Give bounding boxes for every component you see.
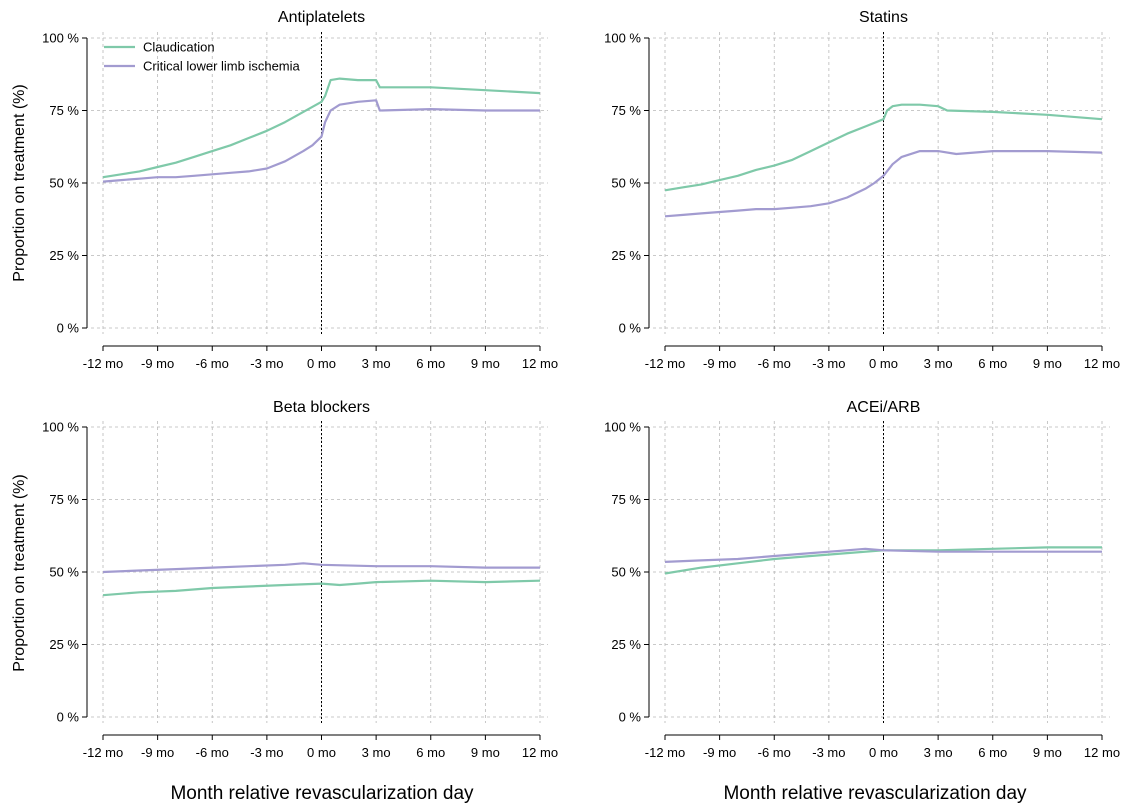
y-axis-title-bottom: Proportion on treatment (%) xyxy=(11,474,28,671)
x-tick-label: 3 mo xyxy=(924,356,953,371)
x-tick-label: 6 mo xyxy=(978,356,1007,371)
y-tick-label: 100 % xyxy=(42,31,79,46)
x-tick-label: 9 mo xyxy=(471,356,500,371)
x-tick-label: 3 mo xyxy=(924,745,953,760)
y-tick-label: 0 % xyxy=(619,321,642,336)
x-tick-label: 12 mo xyxy=(522,745,558,760)
legend-label: Claudication xyxy=(143,40,215,55)
x-tick-label: -12 mo xyxy=(645,356,685,371)
x-tick-label: -6 mo xyxy=(196,356,229,371)
x-tick-label: -6 mo xyxy=(196,745,229,760)
chart-title: Statins xyxy=(859,9,908,26)
y-tick-label: 0 % xyxy=(619,710,642,725)
chart-panel: 0 % 25 % 50 % 75 % 100 % -12 mo -9 mo -6 mo -3 m… xyxy=(604,9,1120,371)
y-tick-label: 25 % xyxy=(611,637,641,652)
series-line xyxy=(664,150,1103,218)
y-tick-label: 100 % xyxy=(604,31,641,46)
y-tick-label: 75 % xyxy=(611,492,641,507)
chart-panel: 0 % 25 % 50 % 75 % 100 % -12 mo -9 mo -6 mo -3 m… xyxy=(42,9,558,371)
x-tick-label: -12 mo xyxy=(83,745,123,760)
x-tick-label: 9 mo xyxy=(471,745,500,760)
y-tick-label: 0 % xyxy=(57,710,80,725)
x-tick-label: -9 mo xyxy=(703,356,736,371)
x-tick-label: -3 mo xyxy=(250,745,283,760)
x-tick-label: 12 mo xyxy=(1084,356,1120,371)
chart-title: Beta blockers xyxy=(273,399,370,416)
x-tick-label: 3 mo xyxy=(362,356,391,371)
series-line xyxy=(102,562,540,574)
x-tick-label: -12 mo xyxy=(83,356,123,371)
x-tick-label: -3 mo xyxy=(812,356,845,371)
y-tick-label: 75 % xyxy=(611,103,641,118)
x-tick-label: -12 mo xyxy=(645,745,685,760)
series-line xyxy=(664,103,1103,192)
x-tick-label: -9 mo xyxy=(703,745,736,760)
x-tick-label: 6 mo xyxy=(978,745,1007,760)
legend: Claudication Critical lower limb ischemia xyxy=(104,40,301,74)
series-line xyxy=(102,579,541,597)
y-tick-label: 50 % xyxy=(611,565,641,580)
x-axis-title-right: Month relative revascularization day xyxy=(723,783,1027,804)
series-line xyxy=(664,547,1102,563)
x-tick-label: 0 mo xyxy=(307,745,336,760)
y-tick-label: 100 % xyxy=(604,420,641,435)
x-tick-label: -3 mo xyxy=(250,356,283,371)
x-tick-label: -6 mo xyxy=(758,356,791,371)
series-line xyxy=(102,77,541,179)
y-tick-label: 25 % xyxy=(611,248,641,263)
y-tick-label: 50 % xyxy=(611,176,641,191)
chart-panel: 0 % 25 % 50 % 75 % 100 % -12 mo -9 mo -6 mo -3 m… xyxy=(42,399,558,760)
x-tick-label: -3 mo xyxy=(812,745,845,760)
x-tick-label: 3 mo xyxy=(362,745,391,760)
y-tick-label: 25 % xyxy=(49,637,79,652)
y-tick-label: 75 % xyxy=(49,103,79,118)
y-tick-label: 100 % xyxy=(42,420,79,435)
series-line xyxy=(664,546,1102,575)
y-axis-title-top: Proportion on treatment (%) xyxy=(11,84,28,281)
x-tick-label: -6 mo xyxy=(758,745,791,760)
legend-label: Critical lower limb ischemia xyxy=(143,59,301,74)
chart-title: Antiplatelets xyxy=(278,9,365,26)
x-tick-label: 0 mo xyxy=(869,745,898,760)
x-tick-label: 6 mo xyxy=(416,356,445,371)
x-tick-label: 12 mo xyxy=(522,356,558,371)
x-tick-label: 6 mo xyxy=(416,745,445,760)
chart-panel: 0 % 25 % 50 % 75 % 100 % -12 mo -9 mo -6 mo -3 m… xyxy=(604,399,1120,760)
x-tick-label: 9 mo xyxy=(1033,356,1062,371)
chart-title: ACEi/ARB xyxy=(847,399,921,416)
y-tick-label: 25 % xyxy=(49,248,79,263)
x-tick-label: 0 mo xyxy=(307,356,336,371)
y-tick-label: 75 % xyxy=(49,492,79,507)
series-line xyxy=(102,99,540,183)
y-tick-label: 50 % xyxy=(49,176,79,191)
x-axis-title-left: Month relative revascularization day xyxy=(170,783,474,804)
y-tick-label: 50 % xyxy=(49,565,79,580)
x-tick-label: 0 mo xyxy=(869,356,898,371)
y-tick-label: 0 % xyxy=(57,321,80,336)
x-tick-label: -9 mo xyxy=(141,356,174,371)
x-tick-label: 12 mo xyxy=(1084,745,1120,760)
x-tick-label: 9 mo xyxy=(1033,745,1062,760)
x-tick-label: -9 mo xyxy=(141,745,174,760)
